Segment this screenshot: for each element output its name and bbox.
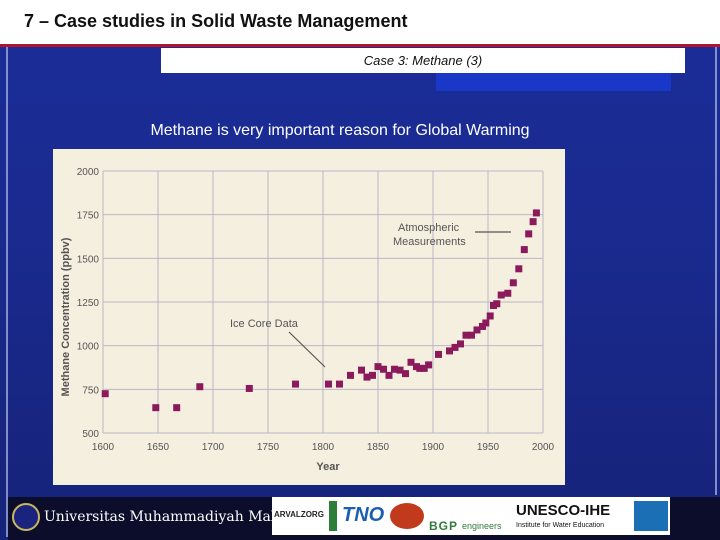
y-tick-label: 1250	[77, 298, 100, 309]
data-point	[493, 300, 501, 308]
data-point	[173, 404, 181, 412]
partner-logos-strip: ARVALZORG TNO BGP engineers UNESCO-IHE I…	[272, 497, 670, 535]
data-point	[325, 380, 332, 388]
x-tick-label: 1750	[257, 442, 280, 453]
data-point	[451, 343, 459, 351]
data-point	[509, 279, 517, 287]
data-point	[446, 347, 453, 355]
data-point	[152, 404, 160, 412]
logo-red-swirl-icon	[390, 503, 424, 529]
y-tick-label: 500	[82, 429, 99, 440]
data-point	[336, 380, 343, 388]
y-tick-label: 1000	[77, 342, 100, 353]
data-point	[101, 390, 109, 398]
point-layer	[101, 209, 540, 412]
data-point	[369, 371, 376, 379]
data-point	[482, 319, 490, 327]
annotation-ice-core-leader	[288, 331, 326, 368]
header-bar: 7 – Case studies in Solid Waste Manageme…	[0, 0, 720, 47]
methane-chart: 1600 1650 1700 1750 1800 1850 1900 1950 2000 500 7…	[60, 167, 555, 473]
subtitle-shadow	[436, 70, 671, 91]
x-tick-label: 1700	[202, 442, 225, 453]
data-point	[396, 366, 404, 374]
x-tick-label: 1900	[422, 442, 445, 453]
data-point	[374, 363, 382, 371]
right-rule	[715, 47, 717, 495]
data-point	[385, 371, 393, 379]
data-point	[347, 371, 354, 379]
data-point	[435, 350, 442, 358]
x-axis-label: Year	[316, 461, 340, 473]
data-point	[462, 331, 470, 339]
logo-unesco-temple-icon	[634, 501, 668, 531]
x-tick-label: 1950	[477, 442, 500, 453]
data-point	[525, 230, 533, 238]
x-tick-label: 1650	[147, 442, 170, 453]
slide-title: 7 – Case studies in Solid Waste Manageme…	[24, 11, 408, 31]
data-point	[391, 365, 398, 373]
logo-bgp-suffix: engineers	[462, 521, 502, 531]
chart-panel: 1600 1650 1700 1750 1800 1850 1900 1950 2000 500 7…	[53, 149, 565, 485]
data-point	[425, 361, 433, 369]
data-point	[497, 291, 505, 299]
data-point	[407, 358, 415, 366]
logo-bgp: BGP	[429, 519, 459, 533]
annotation-measurements: Measurements	[393, 236, 466, 248]
x-tick-label: 1600	[92, 442, 115, 453]
left-rule	[6, 47, 8, 537]
y-tick-label: 2000	[77, 167, 100, 178]
data-point	[486, 312, 494, 320]
footer-bar: Universitas Muhammadiyah Malang ARVALZOR…	[8, 497, 720, 540]
y-tick-label: 1750	[77, 211, 100, 222]
data-point	[380, 365, 387, 373]
data-point	[358, 366, 365, 374]
logo-unesco-ihe: UNESCO-IHE	[516, 502, 611, 519]
y-tick-label: 1500	[77, 254, 100, 265]
data-point	[420, 364, 428, 372]
y-tick-label: 750	[82, 385, 99, 396]
data-point	[473, 326, 481, 334]
subtitle-box: Case 3: Methane (3)	[161, 48, 685, 73]
intro-text: Methane is very important reason for Glo…	[150, 122, 530, 139]
data-point	[196, 383, 204, 391]
data-point	[402, 370, 409, 378]
data-point	[416, 364, 424, 372]
data-point	[363, 373, 371, 381]
data-point	[292, 380, 299, 388]
axis-layer: 1600 1650 1700 1750 1800 1850 1900 1950 2000 500 7…	[77, 167, 555, 453]
data-point	[468, 331, 475, 339]
grid-layer	[102, 170, 544, 434]
university-seal-icon	[12, 503, 40, 531]
x-tick-label: 1850	[367, 442, 390, 453]
university-name: Universitas Muhammadiyah Malang	[44, 509, 302, 525]
logo-green-bar-icon	[329, 501, 337, 531]
logo-unesco-subtitle: Institute for Water Education	[516, 522, 605, 529]
data-point	[520, 246, 528, 254]
annotation-layer: Atmospheric Measurements Ice Core Data	[230, 222, 511, 368]
annotation-atmospheric: Atmospheric	[398, 222, 460, 234]
data-point	[504, 289, 512, 297]
x-tick-label: 1800	[312, 442, 335, 453]
data-point	[515, 265, 523, 273]
x-tick-label: 2000	[532, 442, 555, 453]
slide-subtitle: Case 3: Methane (3)	[363, 53, 483, 68]
data-point	[245, 384, 253, 392]
logo-tno: TNO	[342, 504, 385, 526]
data-point	[532, 209, 540, 217]
annotation-ice-core: Ice Core Data	[230, 318, 299, 330]
y-axis-label: Methane Concentration (ppbv)	[60, 237, 72, 396]
data-point	[457, 340, 464, 348]
logo-arvalzorg: ARVALZORG	[274, 510, 324, 519]
data-point	[529, 218, 537, 226]
